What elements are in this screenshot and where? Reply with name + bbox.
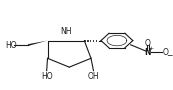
Text: HO: HO [6,40,17,50]
Text: O: O [145,39,151,48]
Text: NH: NH [60,27,72,36]
Text: OH: OH [88,72,99,81]
Text: +: + [149,46,154,51]
Text: −: − [166,51,173,60]
Text: N: N [145,48,151,57]
Polygon shape [28,41,48,46]
Text: HO: HO [41,72,52,81]
Text: O: O [162,48,168,57]
